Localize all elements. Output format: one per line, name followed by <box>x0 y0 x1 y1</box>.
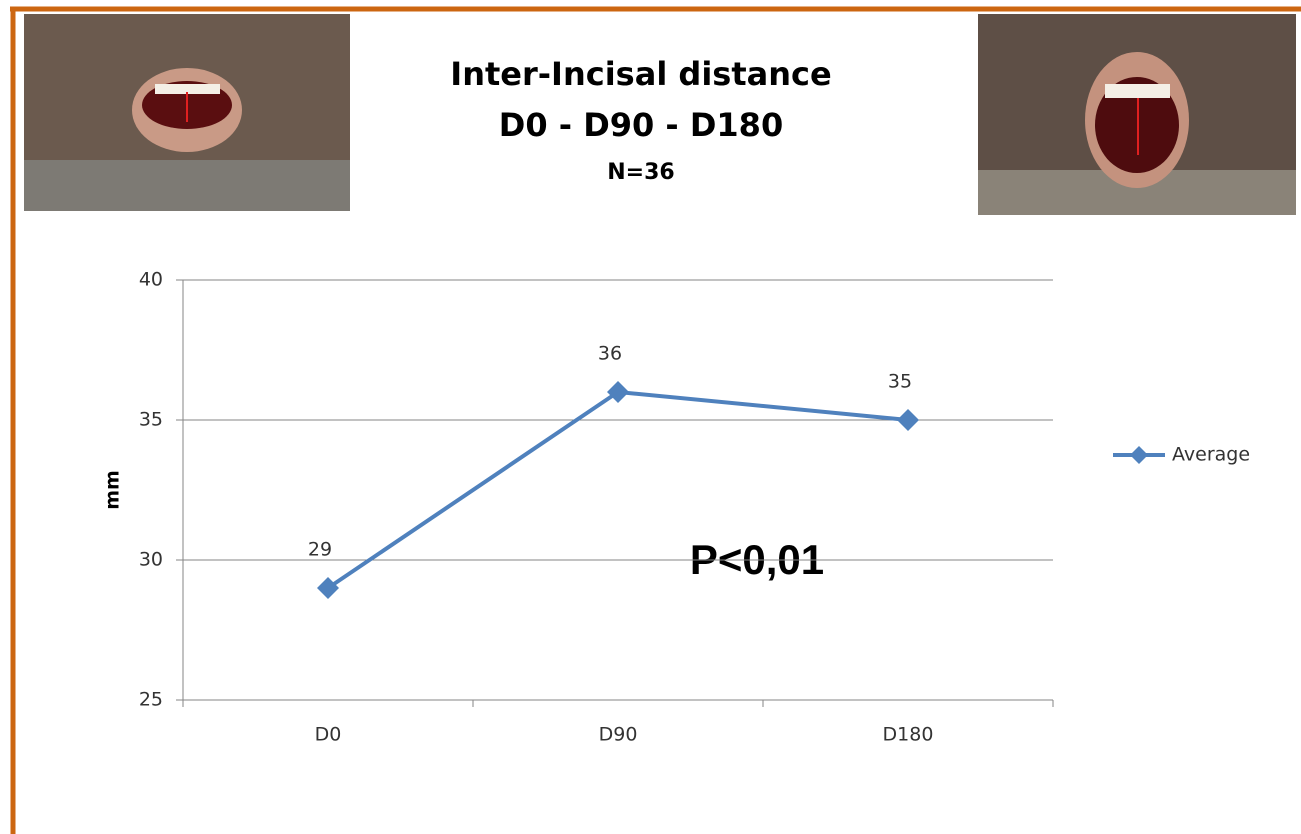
photo-right <box>978 14 1296 215</box>
data-label: 35 <box>888 371 912 393</box>
chart-subtitle: D0 - D90 - D180 <box>499 106 783 144</box>
marker <box>317 577 339 599</box>
sample-size: N=36 <box>607 160 674 185</box>
y-tick-label: 35 <box>139 409 163 431</box>
data-label: 29 <box>308 539 332 561</box>
x-tick-label: D90 <box>599 724 638 746</box>
legend-label: Average <box>1172 444 1250 466</box>
y-axis-label: mm <box>102 470 124 510</box>
chart-title: Inter-Incisal distance <box>450 55 831 93</box>
y-tick-label: 30 <box>139 549 163 571</box>
data-label: 36 <box>598 343 622 365</box>
marker <box>607 381 629 403</box>
x-tick-label: D0 <box>315 724 342 746</box>
y-tick-label: 40 <box>139 269 163 291</box>
legend-marker <box>1130 446 1148 464</box>
marker <box>897 409 919 431</box>
y-tick-label: 25 <box>139 689 163 711</box>
photo-left <box>24 14 350 211</box>
x-tick-label: D180 <box>883 724 934 746</box>
